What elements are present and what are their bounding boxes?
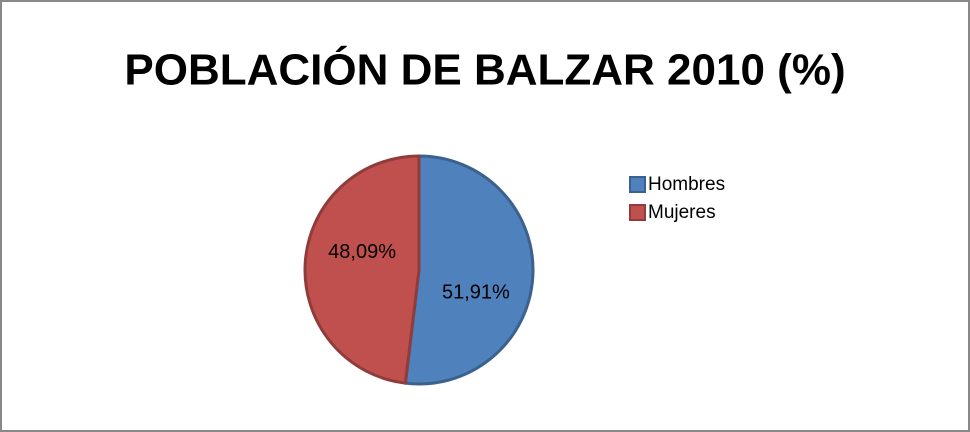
legend-label: Mujeres xyxy=(648,202,716,223)
data-label: 51,91% xyxy=(442,282,510,304)
data-label: 48,09% xyxy=(328,241,396,263)
legend-label: Hombres xyxy=(648,174,725,195)
pie-slice xyxy=(303,154,421,385)
chart-title: POBLACIÓN DE BALZAR 2010 (%) xyxy=(124,45,845,95)
legend-swatch xyxy=(629,204,646,221)
pie-slice xyxy=(403,154,535,386)
legend-swatch xyxy=(629,176,646,193)
